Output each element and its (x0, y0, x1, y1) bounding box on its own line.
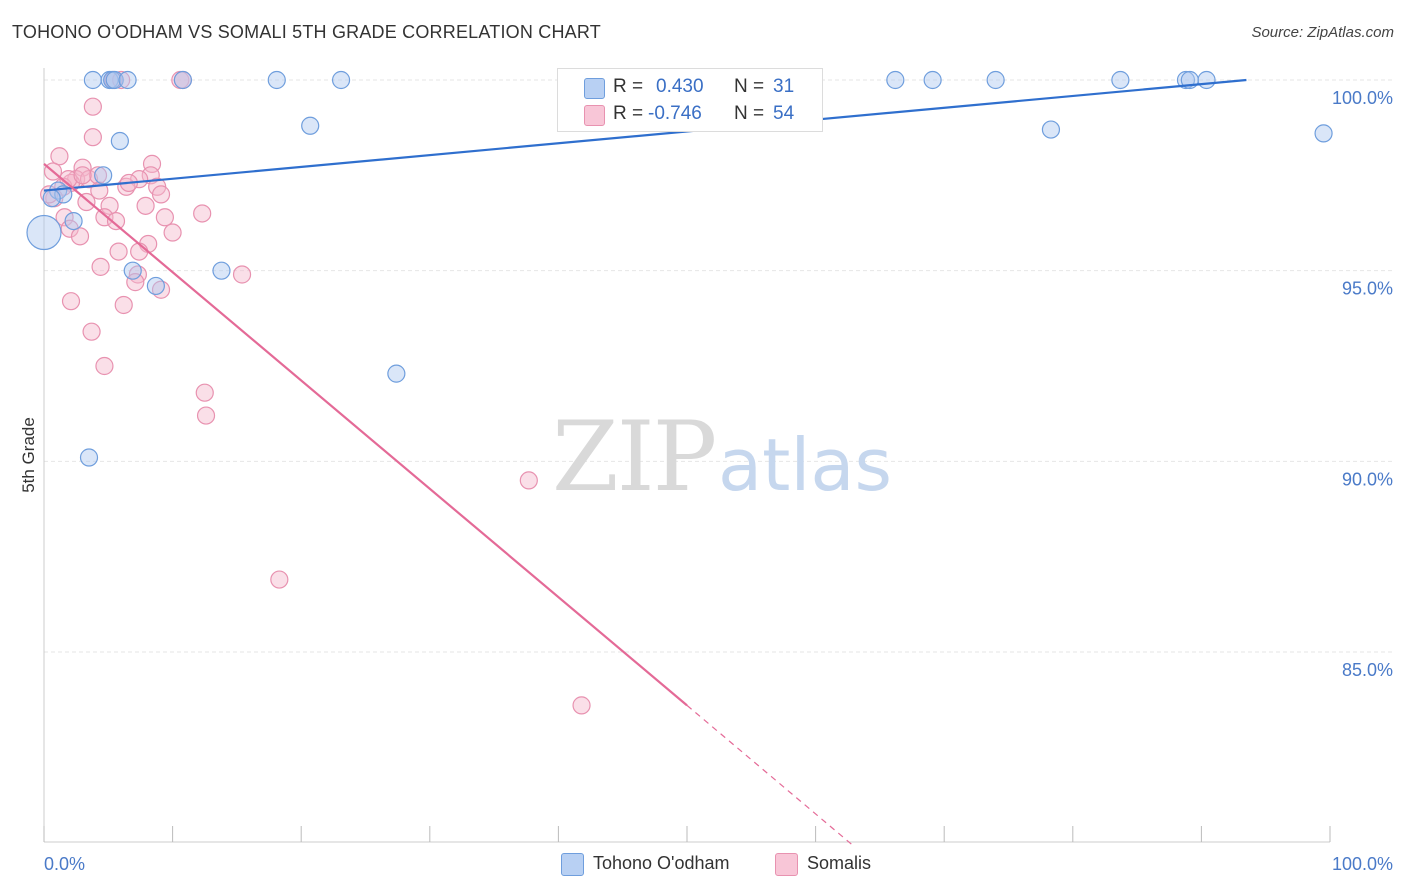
n-label: N = (734, 103, 765, 124)
somalis-point (519, 471, 538, 490)
somalis-point (83, 128, 102, 147)
somalis-point (232, 265, 252, 284)
somalis-point (114, 295, 133, 315)
tohono-point (267, 70, 286, 90)
tohono-point (1197, 70, 1216, 90)
tohono-point (118, 70, 137, 90)
somalis-point (70, 227, 90, 246)
somalis-point (126, 273, 145, 292)
axes (43, 68, 1331, 843)
y-tick-label: 95.0% (1342, 279, 1393, 299)
r-value: -0.746 (648, 103, 702, 124)
tohono-point (94, 166, 113, 185)
series-legend: Tohono O'odham Somalis (0, 852, 1406, 878)
somalis-point (77, 192, 96, 212)
tohono-point (79, 448, 99, 467)
somalis-point (55, 208, 74, 227)
tohono-point (26, 214, 62, 251)
somalis-point (50, 147, 69, 166)
source-credit: Source: ZipAtlas.com (1251, 24, 1394, 41)
tohono-point (331, 70, 351, 90)
somalis-point (100, 196, 119, 215)
tohono-point (986, 70, 1005, 90)
r-label: R = (613, 76, 644, 97)
legend-label: Somalis (807, 853, 872, 873)
somalis-point (83, 97, 102, 116)
trend-lines (43, 78, 1247, 847)
tohono-point (83, 70, 102, 90)
tohono-point (123, 261, 142, 280)
somalis-point (136, 196, 155, 215)
tohono-point (1314, 124, 1333, 143)
somalis-point (73, 158, 92, 177)
tohono-point (212, 261, 231, 280)
somalis-point (151, 185, 171, 204)
y-tick-label: 90.0% (1342, 469, 1393, 489)
tohono-point (923, 70, 942, 90)
chart-title: TOHONO O'ODHAM VS SOMALI 5TH GRADE CORRE… (12, 22, 601, 42)
stats-legend: R = 0.430 N = 31 R = -0.746 N = 54 (557, 68, 823, 132)
x-tick-label-max: 100.0% (1332, 854, 1393, 874)
somalis-point (163, 223, 182, 242)
watermark-atlas: atlas (718, 423, 892, 507)
y-tick-label: 100.0% (1332, 88, 1393, 108)
r-value: 0.430 (656, 76, 704, 97)
somalis-point (95, 208, 114, 227)
tohono-point (1111, 70, 1130, 90)
somalis-point (91, 257, 110, 276)
somalis-point (572, 696, 591, 715)
somalis-trend-extension (686, 704, 855, 847)
somalis-point (61, 292, 81, 311)
tohono-point (42, 189, 61, 208)
tohono-point (110, 131, 129, 151)
somalis-point (88, 166, 108, 185)
grid-lines (44, 79, 1395, 653)
watermark: ZIP atlas (552, 401, 892, 513)
somalis-point (73, 166, 92, 185)
watermark-zip: ZIP (552, 401, 715, 513)
somalis-point (109, 242, 128, 261)
somalis-swatch (775, 853, 798, 876)
somalis-point (195, 383, 214, 402)
somalis-point (270, 570, 289, 589)
tohono-point (886, 70, 905, 90)
tohono-point (387, 364, 406, 383)
tohono-point (301, 116, 320, 135)
tohono-point (146, 276, 165, 296)
tohono-swatch (561, 853, 584, 876)
y-tick-label: 85.0% (1342, 660, 1393, 680)
r-label: R = (613, 103, 644, 124)
somalis-trend-line (43, 163, 688, 707)
legend-label: Tohono O'odham (593, 853, 730, 873)
somalis-point (130, 242, 149, 261)
x-tick-label-min: 0.0% (44, 854, 85, 874)
y-tick-labels: 100.0% 95.0% 90.0% 85.0% (1332, 88, 1393, 680)
tohono-point (1041, 120, 1061, 139)
tohono-trend-line (43, 78, 1247, 192)
somalis-point (82, 322, 101, 341)
y-axis-label: 5th Grade (19, 417, 38, 493)
somalis-point (155, 208, 174, 227)
tohono-point (64, 211, 83, 231)
n-value: 54 (773, 103, 795, 124)
somalis-point (196, 406, 216, 425)
somalis-point (106, 211, 126, 231)
somalis-point (193, 204, 212, 223)
n-label: N = (734, 76, 765, 97)
tohono-swatch (584, 78, 605, 99)
somalis-point (95, 356, 114, 376)
n-value: 31 (773, 76, 795, 97)
somalis-swatch (584, 105, 605, 126)
tohono-point (173, 70, 192, 90)
tohono-point (105, 70, 124, 90)
